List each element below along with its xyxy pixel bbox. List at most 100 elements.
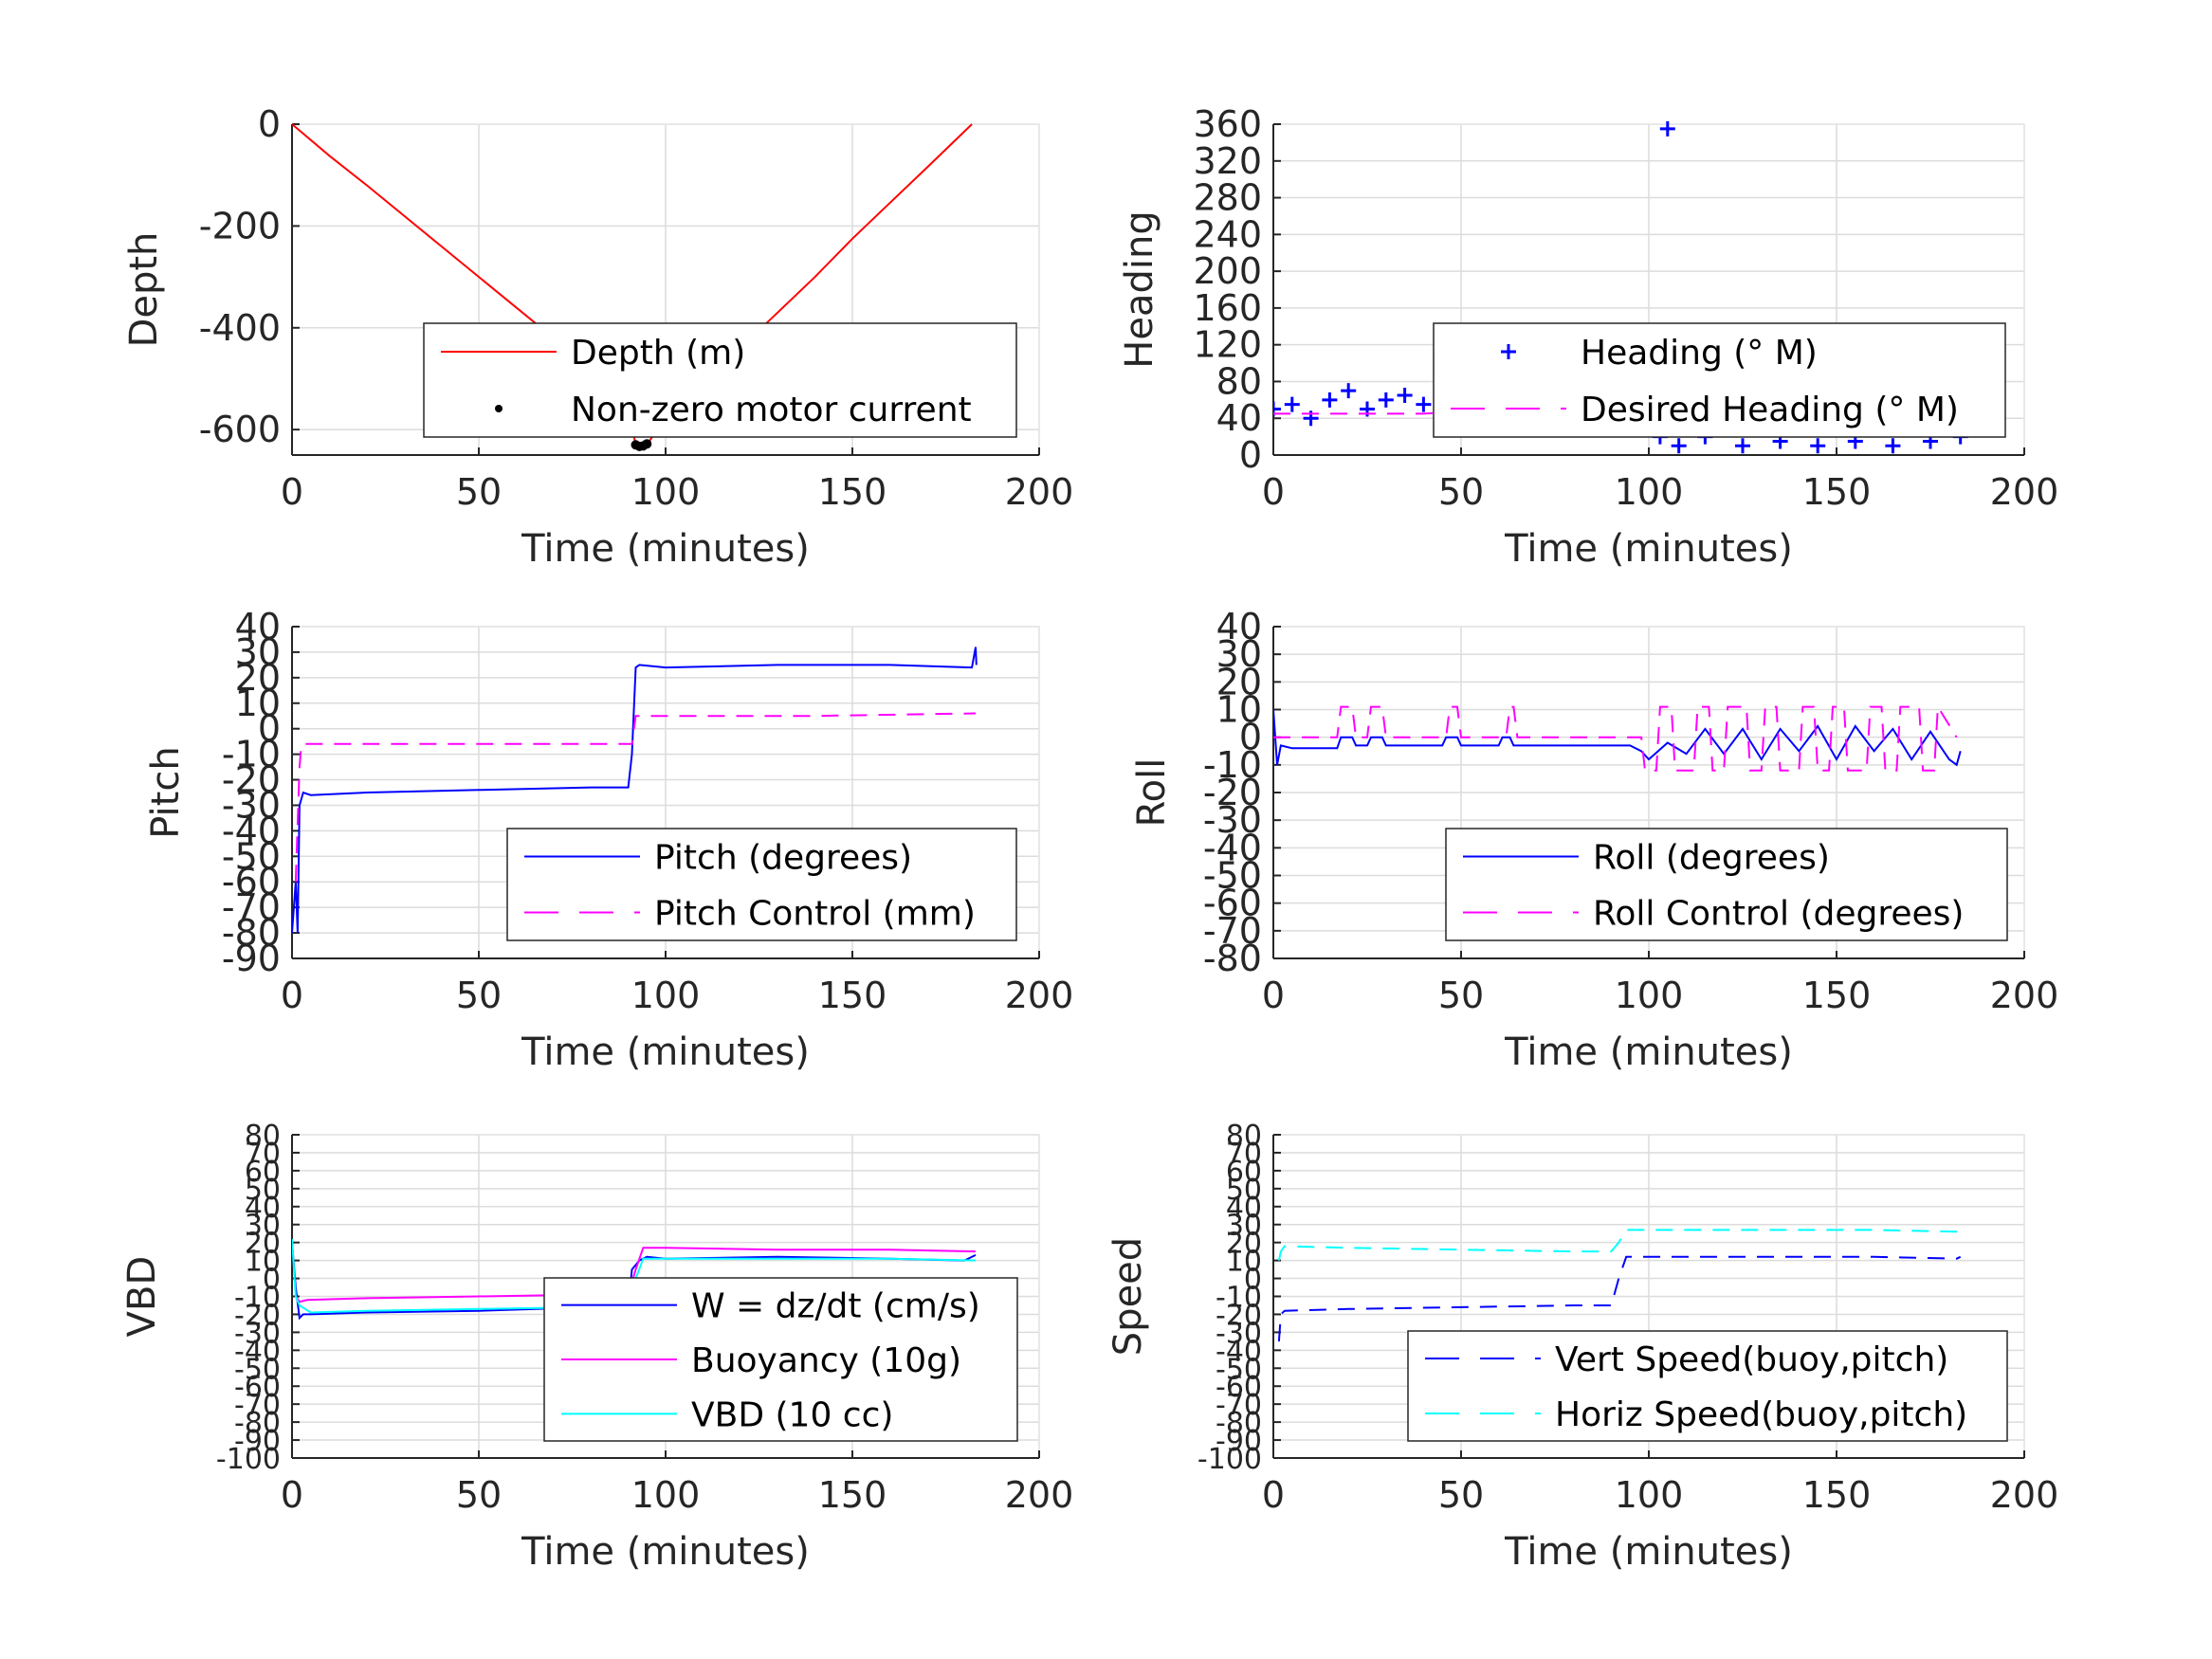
y-tick-label: 30 [1216, 633, 1262, 675]
subplot-pitch: 0 50 100 150 200-90-80-70-60-50-40-30-20-100… [144, 606, 1073, 1074]
y-tick-label: -20 [222, 759, 281, 801]
y-tick-label: 160 [1193, 287, 1262, 329]
legend-box [423, 322, 1017, 438]
x-axis-label: Time (minutes) [521, 527, 810, 571]
x-axis-label: Time (minutes) [521, 1530, 810, 1574]
series-group [292, 647, 978, 934]
y-tick-label: -10 [234, 1282, 281, 1315]
y-tick-label: 40 [1216, 606, 1262, 647]
x-tick-label: 150 [1802, 975, 1872, 1016]
y-tick-label: 60 [1226, 1156, 1262, 1189]
x-tick-label: 50 [456, 471, 502, 513]
x-tick-label: 150 [818, 471, 887, 513]
y-tick-label: -100 [1197, 1443, 1262, 1476]
y-axis-label: VBD [120, 1256, 164, 1338]
x-tick-label: 200 [1990, 471, 2059, 513]
subplot-depth: 0 50 100 150 200 -600 -400 -200 0 Time (minutes) D… [122, 103, 1073, 571]
y-tick-label: 120 [1193, 324, 1262, 366]
series-heading-m-point [1397, 387, 1413, 403]
y-axis-label: Pitch [144, 746, 188, 838]
series-heading-m-point [1378, 392, 1394, 408]
y-tick-label: -90 [234, 1425, 281, 1458]
y-tick-label: -60 [1203, 883, 1262, 924]
legend-entry-roll-degrees-label: Roll (degrees) [1593, 839, 1830, 878]
y-axis-label: Speed [1106, 1237, 1150, 1356]
series-horiz-speed-buoy-pitch-line [1277, 1229, 1962, 1261]
y-tick-label: 360 [1193, 103, 1262, 145]
x-tick-label: 150 [1802, 471, 1872, 513]
y-tick-label: -80 [234, 1407, 281, 1440]
y-tick-label: -200 [199, 205, 281, 246]
x-axis-label: Time (minutes) [521, 1030, 810, 1074]
x-tick-label: 0 [281, 471, 303, 513]
y-axis-label: Heading [1118, 210, 1161, 368]
x-tick-label: 0 [1262, 975, 1285, 1016]
y-tick-label: 70 [1226, 1138, 1262, 1171]
x-tick-label: 50 [456, 975, 502, 1016]
y-tick-label: 80 [1216, 360, 1262, 402]
x-tick-label: 50 [1438, 975, 1484, 1016]
subplot-vbd: 0 50 100 150 200-100-90-80-70-60-50-40-30-20… [120, 1120, 1073, 1574]
y-tick-label: 240 [1193, 213, 1262, 255]
y-tick-label: -90 [1216, 1425, 1262, 1458]
series-heading-m-point [1810, 438, 1826, 454]
series-group [292, 123, 973, 451]
y-tick-label: 0 [258, 103, 281, 145]
x-tick-label: 0 [1262, 471, 1285, 513]
series-heading-m-point [1659, 120, 1675, 137]
y-tick-label: -600 [199, 409, 281, 450]
series-pitch-control-mm-line [294, 712, 977, 883]
legend: Pitch (degrees) Pitch Control (mm) [506, 828, 1017, 941]
x-tick-label: 150 [1802, 1474, 1872, 1516]
y-tick-label: -80 [1203, 938, 1262, 979]
x-tick-label: 150 [818, 975, 887, 1016]
y-tick-label: 80 [245, 1120, 281, 1153]
x-tick-label: 200 [1990, 975, 2059, 1016]
y-tick-label: 20 [235, 657, 281, 699]
y-tick-label: 20 [1216, 661, 1262, 702]
legend-entry-pitch-degrees-label: Pitch (degrees) [654, 839, 912, 878]
x-tick-label: 200 [1005, 1474, 1074, 1516]
series-heading-m-point [1322, 392, 1338, 408]
x-tick-label: 0 [281, 1474, 303, 1516]
x-tick-label: 100 [1615, 1474, 1684, 1516]
series-heading-m-point [1416, 396, 1432, 412]
legend-entry-non-zero-motor-current-swatch [495, 405, 503, 412]
series-pitch-degrees-line [292, 647, 978, 934]
legend-box [1407, 1330, 2008, 1442]
y-axis-label: Depth [122, 232, 166, 348]
x-tick-label: 50 [1438, 1474, 1484, 1516]
series-roll-control-degrees-line [1273, 703, 1958, 772]
series-heading-m-point [1885, 438, 1901, 454]
y-tick-label: 40 [1216, 397, 1262, 439]
legend-entry-vbd-10-cc-label: VBD (10 cc) [691, 1395, 893, 1434]
y-tick-label: -70 [1203, 910, 1262, 952]
legend-entry-heading-m-label: Heading (° M) [1581, 334, 1818, 373]
legend-entry-desired-heading-m-label: Desired Heading (° M) [1581, 391, 1959, 429]
y-axis-label: Roll [1130, 758, 1174, 828]
series-roll-degrees-line [1273, 709, 1962, 767]
y-tick-label: 10 [245, 1246, 281, 1279]
y-tick-label: -100 [216, 1443, 281, 1476]
legend-entry-non-zero-motor-current-label: Non-zero motor current [571, 391, 972, 429]
series-heading-m-point [1273, 401, 1281, 417]
y-tick-label: 70 [245, 1138, 281, 1171]
x-axis-label: Time (minutes) [1504, 1030, 1793, 1074]
y-tick-label: 40 [245, 1192, 281, 1225]
x-tick-label: 50 [1438, 471, 1484, 513]
y-tick-label: 40 [235, 606, 281, 647]
legend-entry-pitch-control-mm-label: Pitch Control (mm) [654, 895, 976, 934]
legend-entry-horiz-speed-buoy-pitch-label: Horiz Speed(buoy,pitch) [1555, 1395, 1967, 1434]
y-tick-label: -30 [1203, 799, 1262, 841]
y-tick-label: -40 [1216, 1335, 1262, 1368]
y-tick-label: 80 [1226, 1120, 1262, 1153]
y-tick-label: 20 [1226, 1228, 1262, 1261]
series-heading-m-point [1341, 383, 1357, 399]
y-tick-label: 20 [245, 1228, 281, 1261]
y-tick-label: -60 [234, 1371, 281, 1404]
y-tick-label: 40 [1226, 1192, 1262, 1225]
legend: Roll (degrees) Roll Control (degrees) [1445, 828, 2008, 941]
y-tick-label: -20 [1203, 772, 1262, 813]
y-tick-label: -60 [222, 861, 281, 902]
y-tick-label: -40 [234, 1335, 281, 1368]
